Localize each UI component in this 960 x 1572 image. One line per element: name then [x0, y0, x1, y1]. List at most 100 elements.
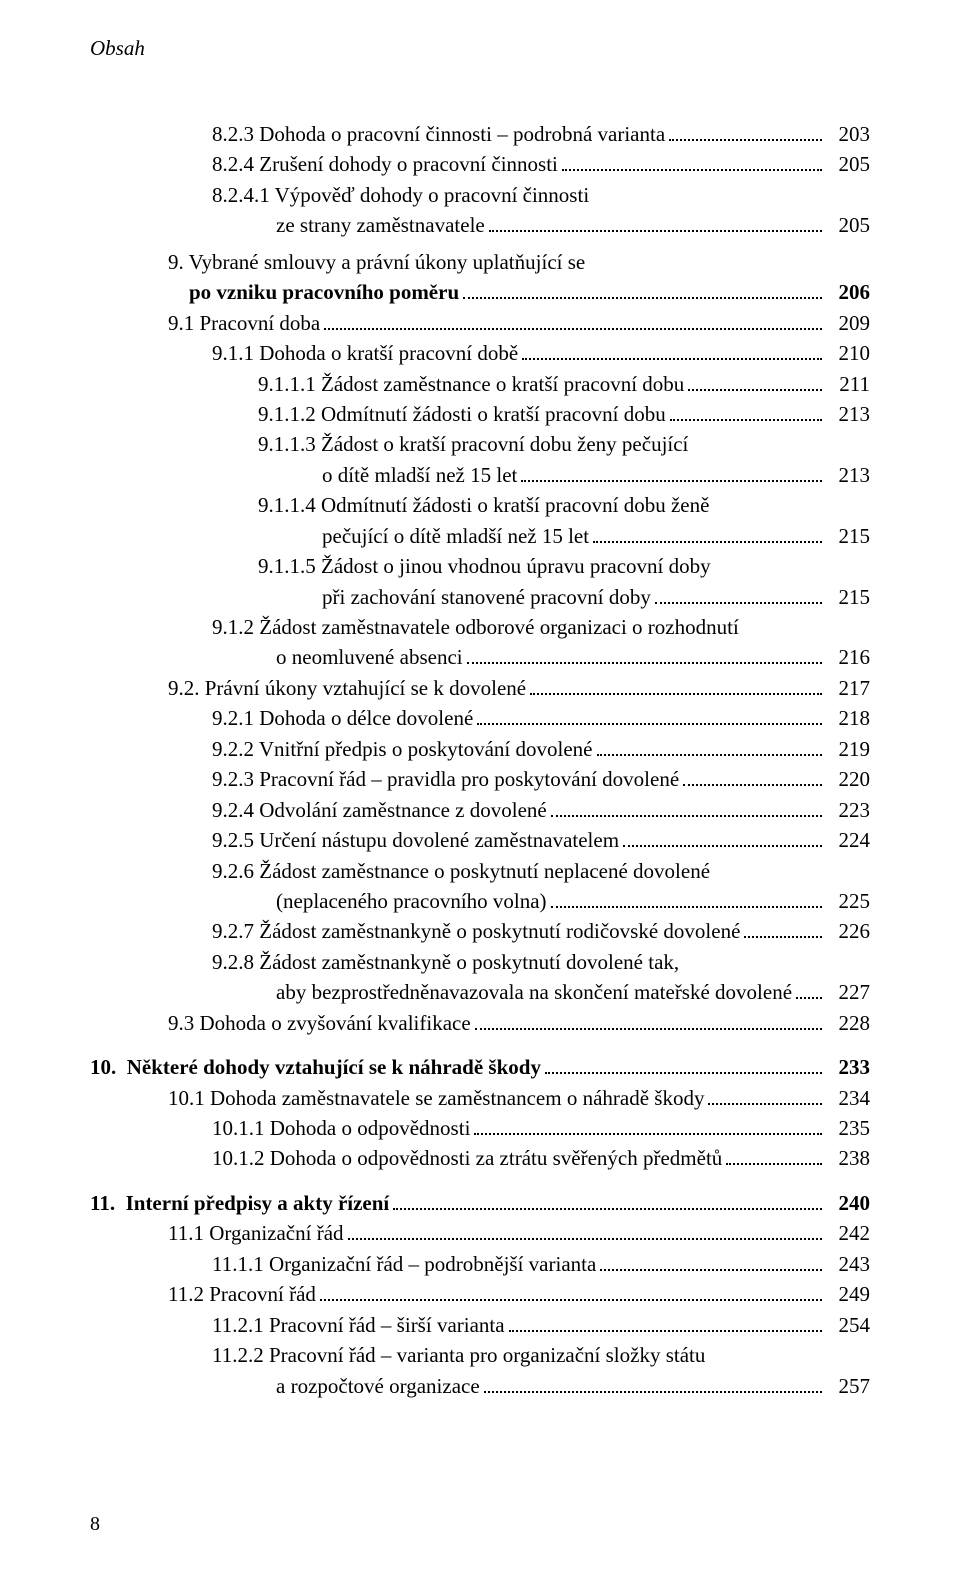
toc-entry: 9.1 Pracovní doba209: [90, 308, 870, 338]
toc-text: 10. Některé dohody vztahující se k náhra…: [90, 1052, 541, 1082]
toc-entry: 10. Některé dohody vztahující se k náhra…: [90, 1052, 870, 1082]
toc-entry: 11.2 Pracovní řád249: [90, 1279, 870, 1309]
toc-page: 213: [826, 399, 870, 429]
toc-continuation: 9.1.2 Žádost zaměstnavatele odborové org…: [90, 612, 870, 642]
toc-leader: [669, 139, 822, 141]
toc-leader: [484, 1391, 822, 1393]
toc-entry: po vzniku pracovního poměru206: [90, 277, 870, 307]
toc-text: 9.2.1 Dohoda o délce dovolené: [212, 703, 473, 733]
toc-leader: [597, 754, 823, 756]
toc-page: 238: [826, 1143, 870, 1173]
toc-leader: [324, 328, 822, 330]
toc-leader: [477, 723, 822, 725]
toc-leader: [688, 389, 822, 391]
toc-leader: [320, 1299, 822, 1301]
toc-text: 9.1.1.4 Odmítnutí žádosti o kratší praco…: [258, 490, 709, 520]
toc-entry: 8.2.3 Dohoda o pracovní činnosti – podro…: [90, 119, 870, 149]
toc-text: 10.1 Dohoda zaměstnavatele se zaměstnanc…: [168, 1083, 704, 1113]
toc-entry: 9.2.3 Pracovní řád – pravidla pro poskyt…: [90, 764, 870, 794]
toc-leader: [551, 815, 822, 817]
document-page: Obsah 8.2.3 Dohoda o pracovní činnosti –…: [0, 0, 960, 1572]
toc-entry: 9.1.1 Dohoda o kratší pracovní době210: [90, 338, 870, 368]
toc-page: 215: [826, 521, 870, 551]
toc-page: 243: [826, 1249, 870, 1279]
toc-continuation: 9.1.1.3 Žádost o kratší pracovní dobu že…: [90, 429, 870, 459]
toc-page: 223: [826, 795, 870, 825]
toc-gap: [90, 1038, 870, 1052]
running-head: Obsah: [90, 36, 870, 61]
toc-leader: [489, 230, 822, 232]
toc-leader: [744, 936, 822, 938]
toc-entry: 10.1 Dohoda zaměstnavatele se zaměstnanc…: [90, 1083, 870, 1113]
toc-text: 9.1.1.5 Žádost o jinou vhodnou úpravu pr…: [258, 551, 711, 581]
toc-page: 220: [826, 764, 870, 794]
toc-text: 9.1.1.1 Žádost zaměstnance o kratší prac…: [258, 369, 684, 399]
toc-text: 9.1.1 Dohoda o kratší pracovní době: [212, 338, 518, 368]
toc-text: 11.2.2 Pracovní řád – varianta pro organ…: [212, 1340, 705, 1370]
toc-page: 234: [826, 1083, 870, 1113]
toc-text: 8.2.3 Dohoda o pracovní činnosti – podro…: [212, 119, 665, 149]
toc-leader: [467, 662, 822, 664]
toc-text: o dítě mladší než 15 let: [322, 460, 517, 490]
toc-leader: [474, 1133, 822, 1135]
toc-leader: [670, 419, 822, 421]
toc-page: 235: [826, 1113, 870, 1143]
toc-entry: 9.2.2 Vnitřní předpis o poskytování dovo…: [90, 734, 870, 764]
toc-leader: [562, 169, 822, 171]
toc-entry: 9.1.1.1 Žádost zaměstnance o kratší prac…: [90, 369, 870, 399]
toc-text: 9.2.4 Odvolání zaměstnance z dovolené: [212, 795, 547, 825]
toc-entry: 9.3 Dohoda o zvyšování kvalifikace 228: [90, 1008, 870, 1038]
toc-entry: aby bezprostředněnavazovala na skončení …: [90, 977, 870, 1007]
toc-page: 215: [826, 582, 870, 612]
toc-continuation: 8.2.4.1 Výpověď dohody o pracovní činnos…: [90, 180, 870, 210]
toc-text: o neomluvené absenci: [276, 642, 463, 672]
toc-leader: [521, 480, 822, 482]
toc-entry: 9.2. Právní úkony vztahující se k dovole…: [90, 673, 870, 703]
toc-leader: [683, 784, 822, 786]
toc-text: aby bezprostředněnavazovala na skončení …: [276, 977, 792, 1007]
toc-entry: 9.2.1 Dohoda o délce dovolené218: [90, 703, 870, 733]
toc-page: 205: [826, 210, 870, 240]
toc-text: ze strany zaměstnavatele: [276, 210, 485, 240]
toc-leader: [509, 1330, 822, 1332]
toc-text: 8.2.4.1 Výpověď dohody o pracovní činnos…: [212, 180, 589, 210]
toc-page: 249: [826, 1279, 870, 1309]
toc-entry: 9.2.7 Žádost zaměstnankyně o poskytnutí …: [90, 916, 870, 946]
toc-leader: [600, 1269, 822, 1271]
toc-leader: [463, 297, 822, 299]
toc-text: 9.1.1.2 Odmítnutí žádosti o kratší praco…: [258, 399, 666, 429]
toc-text: pečující o dítě mladší než 15 let: [322, 521, 589, 551]
toc-page: 227: [826, 977, 870, 1007]
toc-text: 11.1.1 Organizační řád – podrobnější var…: [212, 1249, 596, 1279]
toc-leader: [623, 845, 822, 847]
toc-page: 242: [826, 1218, 870, 1248]
toc-entry: 10.1.2 Dohoda o odpovědnosti za ztrátu s…: [90, 1143, 870, 1173]
toc-leader: [530, 693, 822, 695]
toc-page: 228: [826, 1008, 870, 1038]
toc-entry: 11.1.1 Organizační řád – podrobnější var…: [90, 1249, 870, 1279]
toc-text: 9.2.8 Žádost zaměstnankyně o poskytnutí …: [212, 947, 679, 977]
toc-entry: 9.2.5 Určení nástupu dovolené zaměstnava…: [90, 825, 870, 855]
toc-entry: (neplaceného pracovního volna)225: [90, 886, 870, 916]
toc-text: 11.2.1 Pracovní řád – širší varianta: [212, 1310, 505, 1340]
toc-text: 10.1.1 Dohoda o odpovědnosti: [212, 1113, 470, 1143]
toc-leader: [522, 358, 822, 360]
toc-page: 225: [826, 886, 870, 916]
toc-leader: [545, 1072, 822, 1074]
toc-text: 9.2. Právní úkony vztahující se k dovole…: [168, 673, 526, 703]
toc-entry: 11. Interní předpisy a akty řízení240: [90, 1188, 870, 1218]
toc-page: 217: [826, 673, 870, 703]
toc-text: 9.1 Pracovní doba: [168, 308, 320, 338]
toc-gap: [90, 1174, 870, 1188]
toc-continuation: 9.1.1.4 Odmítnutí žádosti o kratší praco…: [90, 490, 870, 520]
toc-entry: při zachování stanovené pracovní doby215: [90, 582, 870, 612]
toc-text: 9.3 Dohoda o zvyšování kvalifikace: [168, 1008, 471, 1038]
toc-leader: [475, 1028, 822, 1030]
toc-page: 203: [826, 119, 870, 149]
toc-text: 10.1.2 Dohoda o odpovědnosti za ztrátu s…: [212, 1143, 722, 1173]
toc-entry: o neomluvené absenci216: [90, 642, 870, 672]
toc-page: 219: [826, 734, 870, 764]
toc-text: 9. Vybrané smlouvy a právní úkony uplatň…: [168, 247, 585, 277]
toc-entry: 9.2.4 Odvolání zaměstnance z dovolené 223: [90, 795, 870, 825]
toc-text: 9.1.2 Žádost zaměstnavatele odborové org…: [212, 612, 739, 642]
